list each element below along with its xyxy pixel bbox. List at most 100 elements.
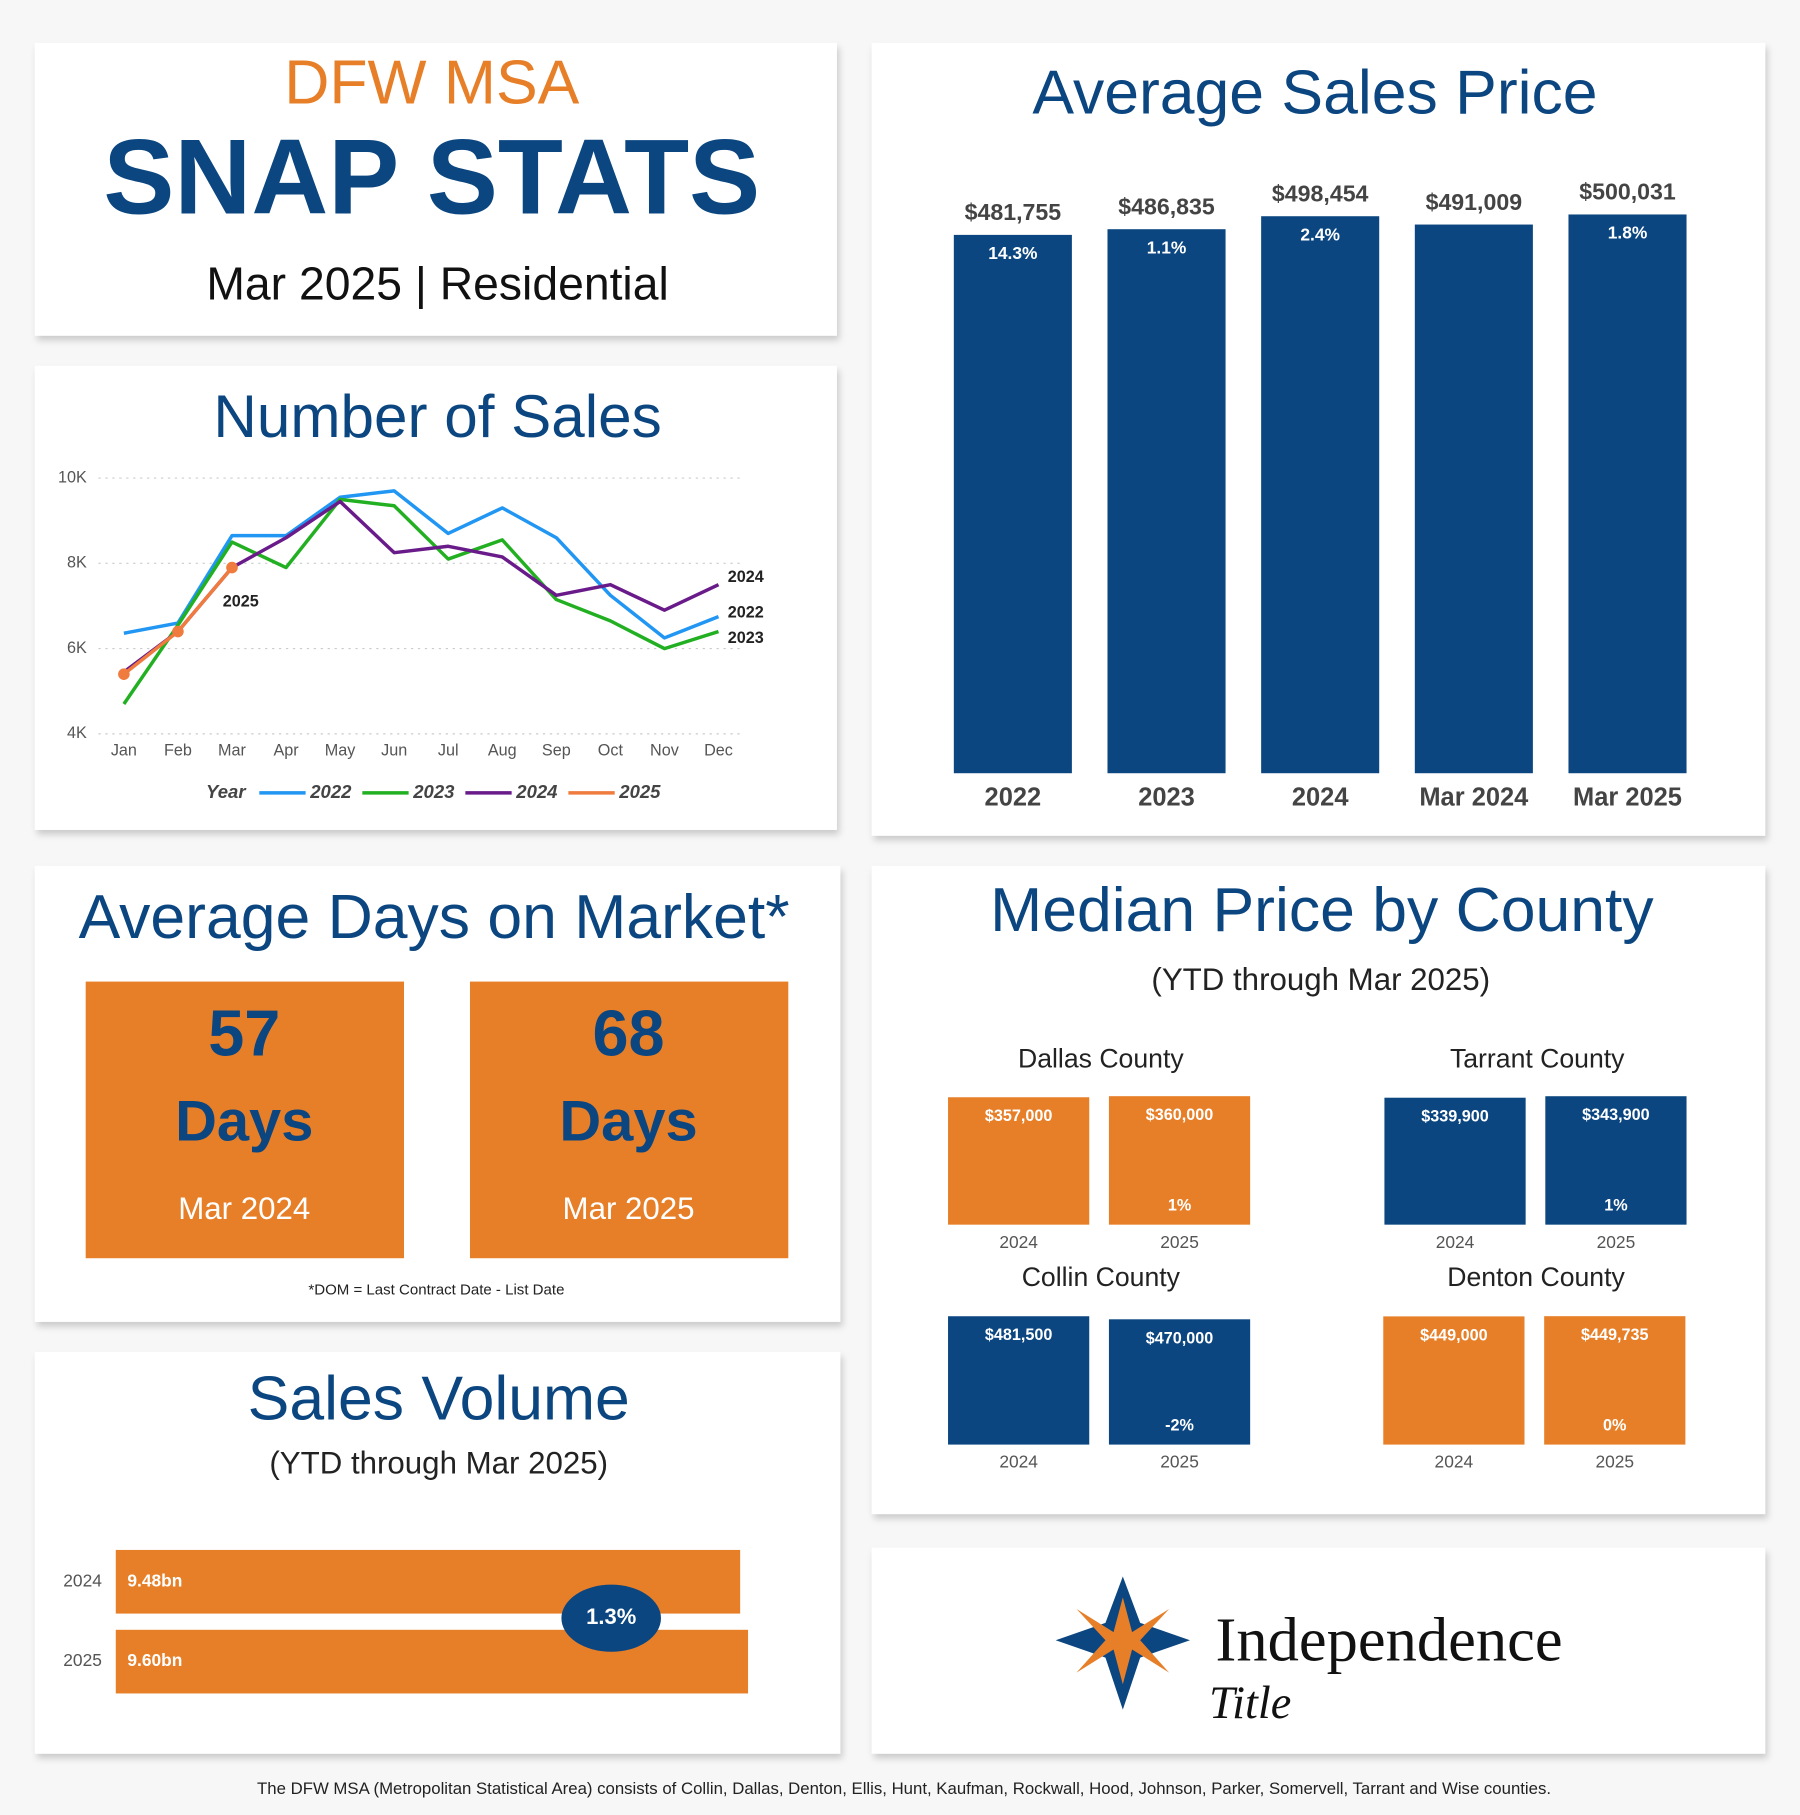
- point: [118, 668, 130, 680]
- x-tick-label: 2023: [1138, 783, 1195, 811]
- dom-unit: Days: [559, 1089, 697, 1153]
- chart-subtitle: (YTD through Mar 2025): [269, 1446, 608, 1481]
- bar: [1384, 1097, 1526, 1225]
- x-tick-label: Sep: [542, 742, 571, 760]
- value-label: $486,835: [1118, 193, 1215, 219]
- x-tick-label: 2024: [1436, 1232, 1475, 1252]
- value-label: $449,000: [1420, 1326, 1488, 1344]
- change-label: 2.4%: [1300, 224, 1340, 244]
- bar: [1414, 224, 1533, 774]
- x-tick-label: Mar 2025: [1573, 783, 1682, 811]
- x-tick-label: Jan: [111, 742, 137, 760]
- y-tick-label: 6K: [67, 639, 87, 657]
- dom-label: Mar 2024: [178, 1191, 310, 1226]
- value-label: $498,454: [1272, 180, 1369, 206]
- period: Mar 2025 | Residential: [206, 257, 668, 309]
- series-end-label: 2022: [728, 603, 764, 621]
- change-label: -2%: [1165, 1416, 1194, 1434]
- series-end-label: 2023: [728, 629, 764, 647]
- chart-title: Tarrant County: [1450, 1043, 1625, 1073]
- bar: [1383, 1316, 1525, 1445]
- sales-panel: [34, 365, 837, 830]
- bar: [1568, 214, 1687, 774]
- x-tick-label: May: [325, 742, 356, 760]
- legend-label: 2025: [618, 781, 661, 802]
- main-title: SNAP STATS: [103, 117, 760, 236]
- x-tick-label: Jul: [438, 742, 459, 760]
- point: [172, 625, 184, 638]
- x-tick-label: 2024: [1435, 1452, 1474, 1472]
- x-tick-label: Mar: [218, 742, 246, 760]
- value-label: $357,000: [985, 1107, 1053, 1125]
- x-tick-label: Apr: [273, 742, 299, 760]
- dom-unit: Days: [175, 1089, 313, 1153]
- series-end-label: 2025: [223, 593, 259, 611]
- chart-title: Denton County: [1447, 1262, 1625, 1292]
- x-tick-label: 2024: [999, 1232, 1038, 1252]
- x-tick-label: Jun: [381, 742, 407, 760]
- bar: [115, 1629, 749, 1694]
- series-end-label: 2024: [728, 568, 764, 586]
- series-line: [123, 489, 720, 640]
- value-label: $339,900: [1421, 1108, 1489, 1126]
- bar: [1544, 1316, 1686, 1445]
- dom-card: [469, 981, 789, 1259]
- x-tick-label: 2025: [1160, 1452, 1199, 1472]
- x-tick-label: Mar 2024: [1419, 783, 1529, 811]
- change-label: 1%: [1604, 1196, 1627, 1214]
- legend-title: Year: [206, 781, 247, 802]
- series-line: [122, 497, 720, 706]
- value-label: $449,735: [1581, 1326, 1649, 1344]
- x-tick-label: Aug: [488, 742, 517, 760]
- value-label: $500,031: [1579, 179, 1676, 205]
- x-tick-label: 2025: [1595, 1452, 1634, 1472]
- x-tick-label: Nov: [650, 742, 680, 760]
- legend-label: 2022: [309, 781, 352, 802]
- y-tick-label: 8K: [67, 554, 87, 572]
- change-label: 1.1%: [1147, 237, 1187, 257]
- dom-card: [85, 981, 405, 1259]
- y-tick-label: 4K: [67, 724, 87, 742]
- dom-value: 57: [208, 996, 280, 1069]
- value-label: 9.60bn: [127, 1650, 182, 1670]
- bar: [1261, 216, 1380, 774]
- bar: [1108, 1096, 1251, 1225]
- value-label: $491,009: [1426, 189, 1523, 215]
- change-label: 14.3%: [988, 243, 1037, 263]
- y-tick-label: 2024: [63, 1570, 102, 1590]
- chart-title: Sales Volume: [248, 1363, 630, 1433]
- change-label: 1.8%: [1608, 223, 1648, 243]
- logo-star: [1055, 1576, 1190, 1710]
- section-subtitle: (YTD through Mar 2025): [1151, 962, 1490, 997]
- legend-label: 2023: [412, 781, 455, 802]
- bar: [1108, 1319, 1251, 1445]
- x-tick-label: Feb: [164, 742, 192, 760]
- bar: [1545, 1096, 1687, 1225]
- bar: [953, 234, 1072, 774]
- dom-title: Average Days on Market*: [79, 882, 790, 952]
- legend-label: 2024: [515, 781, 557, 802]
- badge-label: 1.3%: [586, 1604, 636, 1629]
- x-tick-label: Dec: [704, 742, 733, 760]
- value-label: 9.48bn: [127, 1570, 182, 1590]
- bar: [1107, 229, 1226, 774]
- change-label: 0%: [1603, 1416, 1626, 1434]
- dom-label: Mar 2025: [563, 1191, 695, 1226]
- value-label: $343,900: [1582, 1106, 1650, 1124]
- x-tick-label: Oct: [598, 742, 624, 760]
- logo-panel: [871, 1547, 1766, 1754]
- footer: The DFW MSA (Metropolitan Statistical Ar…: [257, 1779, 1551, 1798]
- dom-note: *DOM = Last Contract Date - List Date: [308, 1282, 564, 1299]
- y-tick-label: 2025: [63, 1650, 102, 1670]
- value-label: $481,755: [965, 199, 1062, 225]
- badge: [561, 1584, 661, 1652]
- value-label: $481,500: [985, 1326, 1053, 1344]
- chart-title: Average Sales Price: [1032, 58, 1597, 128]
- kicker: DFW MSA: [284, 47, 579, 117]
- y-tick-label: 10K: [58, 468, 87, 486]
- bar: [948, 1097, 1090, 1225]
- value-label: $360,000: [1146, 1106, 1214, 1124]
- bar: [948, 1316, 1090, 1445]
